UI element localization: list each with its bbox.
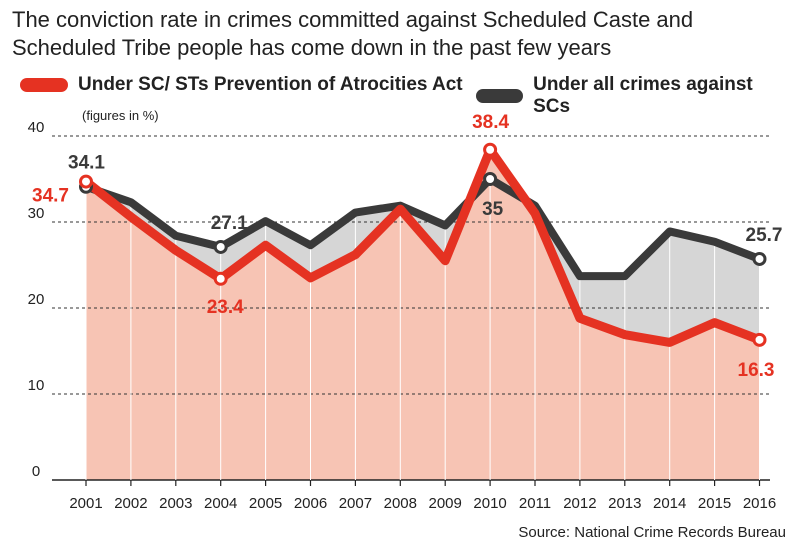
x-tick-label-2004: 2004 — [204, 495, 237, 512]
x-tick-label-2005: 2005 — [249, 495, 282, 512]
legend-item-all-crimes: Under all crimes against SCs — [476, 74, 790, 118]
x-tick-label-2010: 2010 — [473, 495, 506, 512]
data-label-atrocities-act-2001: 34.7 — [32, 186, 69, 207]
x-tick-label-2013: 2013 — [608, 495, 641, 512]
legend-item-atrocities-act: Under SC/ STs Prevention of Atrocities A… — [20, 74, 463, 96]
series-line-all-crimes — [82, 175, 764, 281]
x-tick-label-2014: 2014 — [653, 495, 686, 512]
x-tick-label-2007: 2007 — [339, 495, 372, 512]
legend-label-all-crimes: Under all crimes against SCs — [533, 74, 753, 117]
chart-legend: Under SC/ STs Prevention of Atrocities A… — [20, 74, 790, 117]
x-tick-label-2015: 2015 — [698, 495, 731, 512]
x-tick-label-2012: 2012 — [563, 495, 596, 512]
data-point-atrocities-act-2010 — [483, 142, 498, 157]
data-point-atrocities-act-2001 — [79, 174, 93, 189]
data-point-atrocities-act-2016 — [752, 332, 767, 347]
x-tick-label-2008: 2008 — [384, 495, 417, 512]
x-tick-label-2011: 2011 — [519, 495, 551, 512]
data-label-all-crimes-2010: 35 — [482, 199, 504, 220]
data-label-atrocities-act-2004: 23.4 — [207, 297, 244, 318]
chart-title: The conviction rate in crimes committed … — [12, 6, 792, 62]
chart-title-line-2: Scheduled Tribe people has come down in … — [12, 35, 612, 60]
y-tick-label-40: 40 — [28, 119, 45, 136]
y-tick-label-20: 20 — [28, 291, 45, 308]
unit-label: (figures in %) — [82, 108, 159, 123]
data-label-all-crimes-2004: 27.1 — [211, 213, 248, 234]
chart-title-line-1: The conviction rate in crimes committed … — [12, 7, 694, 32]
data-point-all-crimes-2004 — [213, 239, 228, 254]
series-line-atrocities-act — [81, 145, 764, 347]
y-tick-label-0: 0 — [32, 463, 40, 480]
x-tick-label-2001: 2001 — [69, 495, 102, 512]
y-tick-label-10: 10 — [28, 377, 45, 394]
data-point-all-crimes-2016 — [752, 251, 767, 266]
data-label-all-crimes-2016: 25.7 — [746, 225, 783, 246]
x-tick-label-2016: 2016 — [743, 495, 776, 512]
data-label-atrocities-act-2010: 38.4 — [472, 112, 509, 133]
data-label-all-crimes-2001: 34.1 — [68, 153, 105, 174]
legend-label-atrocities-act: Under SC/ STs Prevention of Atrocities A… — [78, 74, 463, 95]
x-tick-label-2002: 2002 — [114, 495, 147, 512]
legend-swatch-dark — [476, 89, 524, 103]
x-tick-label-2009: 2009 — [429, 495, 462, 512]
x-tick-label-2006: 2006 — [294, 495, 327, 512]
x-tick-label-2003: 2003 — [159, 495, 192, 512]
y-tick-label-30: 30 — [28, 205, 45, 222]
data-label-atrocities-act-2016: 16.3 — [738, 360, 775, 381]
legend-swatch-red — [20, 78, 68, 92]
data-point-all-crimes-2010 — [483, 172, 498, 186]
data-point-atrocities-act-2004 — [213, 271, 228, 286]
area-fill-atrocities-act — [86, 149, 760, 480]
source-note: Source: National Crime Records Bureau — [518, 524, 786, 541]
